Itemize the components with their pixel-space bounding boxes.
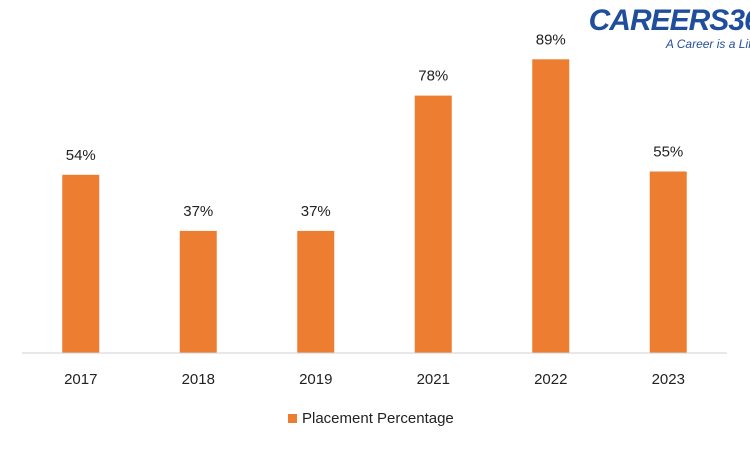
x-tick-label: 2022 <box>534 371 567 388</box>
bar <box>297 230 335 353</box>
bar <box>179 230 217 353</box>
bar <box>62 174 100 353</box>
bar <box>649 171 687 353</box>
logo-name: CAREERS360 <box>589 4 750 37</box>
x-tick-label: 2018 <box>182 371 215 388</box>
value-label: 89% <box>536 31 566 48</box>
x-tick-label: 2021 <box>417 371 450 388</box>
x-tick-label: 2023 <box>652 371 685 388</box>
bar <box>532 59 570 354</box>
value-label: 37% <box>301 203 331 220</box>
value-label: 78% <box>418 68 448 85</box>
bar <box>414 95 452 353</box>
value-label: 37% <box>183 203 213 220</box>
logo-tagline: A Career is a Life <box>665 37 750 51</box>
legend-swatch <box>288 414 297 423</box>
x-tick-label: 2019 <box>299 371 332 388</box>
x-tick-label: 2017 <box>64 371 97 388</box>
legend-label: Placement Percentage <box>302 410 454 427</box>
value-label: 54% <box>66 147 96 164</box>
value-label: 55% <box>653 143 683 160</box>
